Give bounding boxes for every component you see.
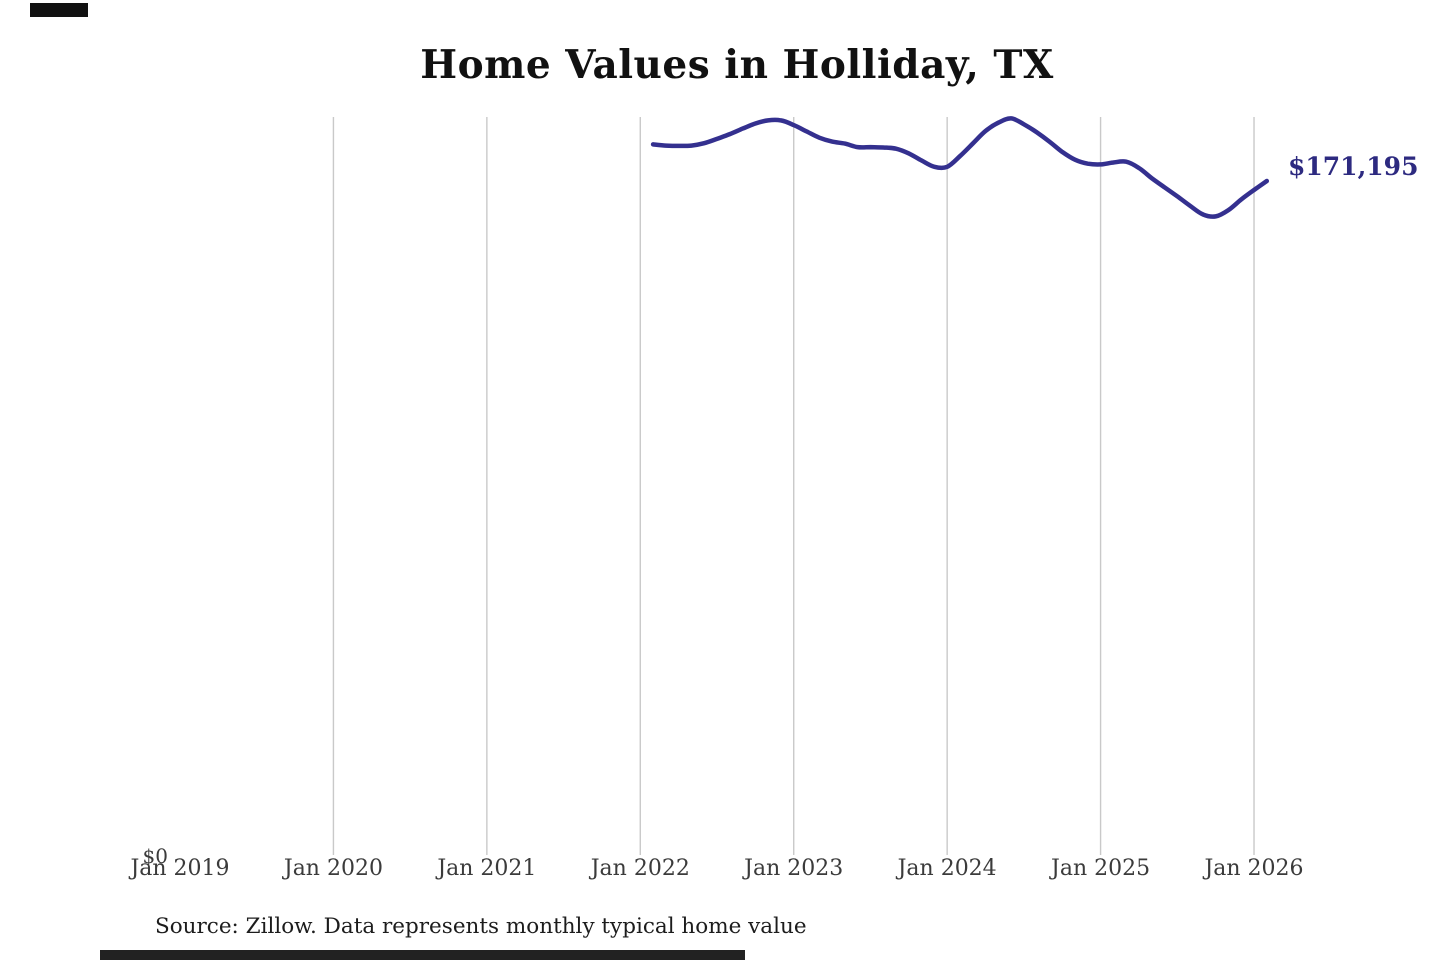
x-axis-tick-label: Jan 2024 [897, 856, 997, 881]
x-axis-tick-label: Jan 2019 [130, 856, 230, 881]
x-axis-tick-label: Jan 2021 [437, 856, 537, 881]
x-axis-tick-label: Jan 2020 [283, 856, 383, 881]
cropped-element-top-left [30, 3, 88, 17]
x-axis-tick-label: Jan 2026 [1204, 856, 1304, 881]
x-axis-tick-label: Jan 2023 [744, 856, 844, 881]
chart-title: Home Values in Holliday, TX [420, 42, 1054, 88]
value-line [650, 116, 1270, 219]
chart-header: Home Values in Holliday, TX [0, 42, 1440, 88]
source-note: Source: Zillow. Data represents monthly … [155, 914, 807, 939]
latest-value-label: $171,195 [1288, 152, 1419, 181]
x-axis-tick-label: Jan 2025 [1051, 856, 1151, 881]
year-gridlines [332, 117, 1255, 855]
y-axis-zero-label: $0 [142, 844, 168, 868]
cropped-element-bottom [100, 950, 745, 960]
x-axis-tick-label: Jan 2022 [590, 856, 690, 881]
